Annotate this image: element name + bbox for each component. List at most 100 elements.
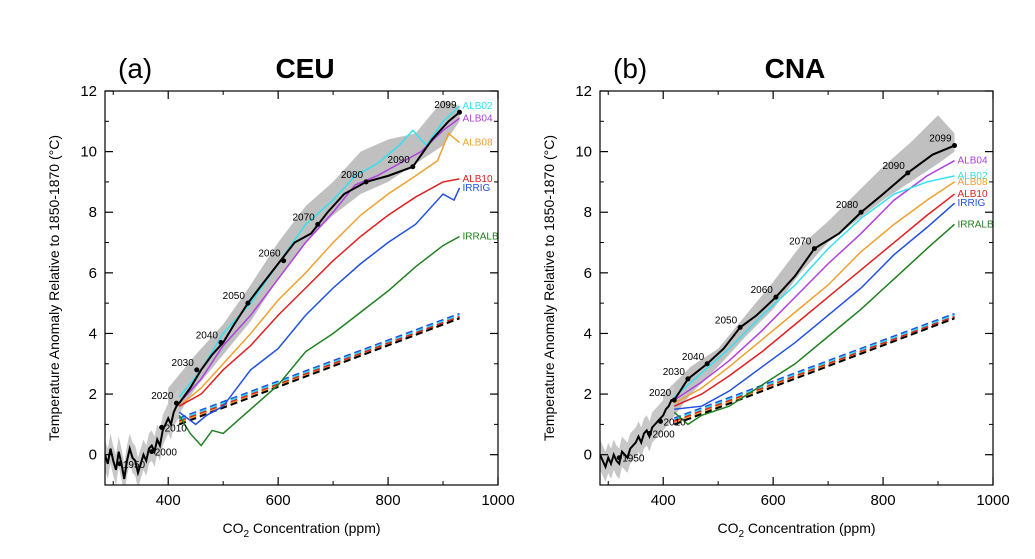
year-dot-2000 [149,449,155,455]
x-tick-label: 600 [266,492,291,509]
historical-line [600,399,675,470]
chart-title: CNA [765,53,826,84]
year-label-1950: 1950 [622,454,645,465]
series-label-irrig: IRRIG [958,198,986,209]
year-label-2060: 2060 [751,285,774,296]
year-dot-2010 [159,424,165,430]
y-tick-label: 12 [575,83,592,100]
year-label-2040: 2040 [682,352,705,363]
year-dot-1950 [616,455,622,461]
year-label-2000: 2000 [155,448,178,459]
year-dot-2060 [281,258,287,264]
year-dot-2090 [905,170,911,176]
plot-area [105,100,461,485]
year-label-2099: 2099 [929,134,952,145]
y-tick-label: 4 [584,325,592,342]
plot-frame [104,90,499,486]
dashed-line-3 [673,315,955,423]
year-label-2090: 2090 [388,155,411,166]
dashed-line-1 [673,312,955,420]
year-label-2020: 2020 [151,391,174,402]
year-label-2010: 2010 [663,417,686,428]
year-label-2080: 2080 [341,170,364,181]
y-tick-label: 0 [89,447,97,464]
y-tick-label: 12 [80,83,97,100]
spread-band [168,100,460,431]
series-line-alb02 [178,105,461,398]
year-dot-2030 [685,376,691,382]
year-dot-2080 [858,209,864,215]
y-tick-label: 8 [89,204,97,221]
x-tick-label: 1000 [976,492,1009,509]
year-dot-2070 [811,246,817,252]
dashed-line-1 [178,312,460,420]
year-dot-2080 [363,179,369,185]
year-label-2099: 2099 [434,100,457,111]
dashed-line-5 [673,317,955,426]
year-dot-2030 [194,367,200,373]
year-label-2010: 2010 [165,423,188,434]
series-line-alb02 [673,175,955,398]
dashed-line-2 [673,314,955,421]
series-line-alb08 [178,132,461,407]
year-label-2030: 2030 [663,367,686,378]
year-label-2020: 2020 [649,388,672,399]
year-dot-2020 [173,400,179,406]
y-tick-label: 2 [584,386,592,403]
dashed-line-4 [178,317,460,424]
year-dot-2070 [315,221,321,227]
year-dot-2099 [457,109,463,115]
series-label-alb10: ALB10 [958,189,988,200]
panel-letter: (a) [118,53,152,84]
year-label-2040: 2040 [196,331,219,342]
series-label-irralb: IRRALB [463,231,499,242]
year-dot-2060 [773,294,779,300]
series-label-irrig: IRRIG [463,183,491,194]
series-line-alb10 [178,178,460,407]
series-label-alb08: ALB08 [463,138,493,149]
year-dot-2090 [410,164,416,170]
year-label-2050: 2050 [223,291,246,302]
chart-panel-2: (b) CNA1950200020102020203020402050206020… [541,53,1010,540]
y-tick-label: 4 [89,325,97,342]
series-label-alb08: ALB08 [958,177,988,188]
series-line-irralb [673,223,956,426]
dashed-line-4 [673,317,955,424]
series-label-alb02: ALB02 [958,171,988,182]
y-tick-label: 10 [80,144,97,161]
series-line-irrig [178,187,461,426]
series-line-alb04 [178,117,460,404]
y-tick-label: 6 [584,265,592,282]
series-label-alb02: ALB02 [463,101,493,112]
x-tick-label: 600 [761,492,786,509]
year-dot-2020 [671,397,677,403]
year-label-2070: 2070 [292,212,315,223]
dashed-line-5 [178,317,460,426]
x-tick-label: 400 [651,492,676,509]
chart-title: CEU [275,53,334,84]
x-tick-label: 800 [871,492,896,509]
ensemble-line [673,144,955,401]
series-label-alb10: ALB10 [463,174,493,185]
year-dot-2040 [704,361,710,367]
y-tick-label: 6 [89,265,97,282]
y-tick-label: 0 [584,447,592,464]
year-dot-2040 [218,340,224,346]
x-tick-label: 1000 [481,492,514,509]
dashed-line-3 [178,315,460,423]
series-line-irrig [674,202,956,410]
series-line-irralb [178,235,460,447]
year-label-2080: 2080 [836,200,859,211]
y-axis-label: Temperature Anomaly Relative to 1850-187… [541,135,557,441]
plot-frame [599,90,994,486]
year-dot-2050 [737,324,743,330]
year-label-2090: 2090 [883,161,906,172]
series-label-alb04: ALB04 [958,156,988,167]
year-label-1950: 1950 [123,460,146,471]
historical-line [105,402,180,480]
year-dot-2000 [646,430,652,436]
y-tick-label: 8 [584,204,592,221]
panel-letter: (b) [613,53,647,84]
series-line-alb10 [673,193,955,407]
